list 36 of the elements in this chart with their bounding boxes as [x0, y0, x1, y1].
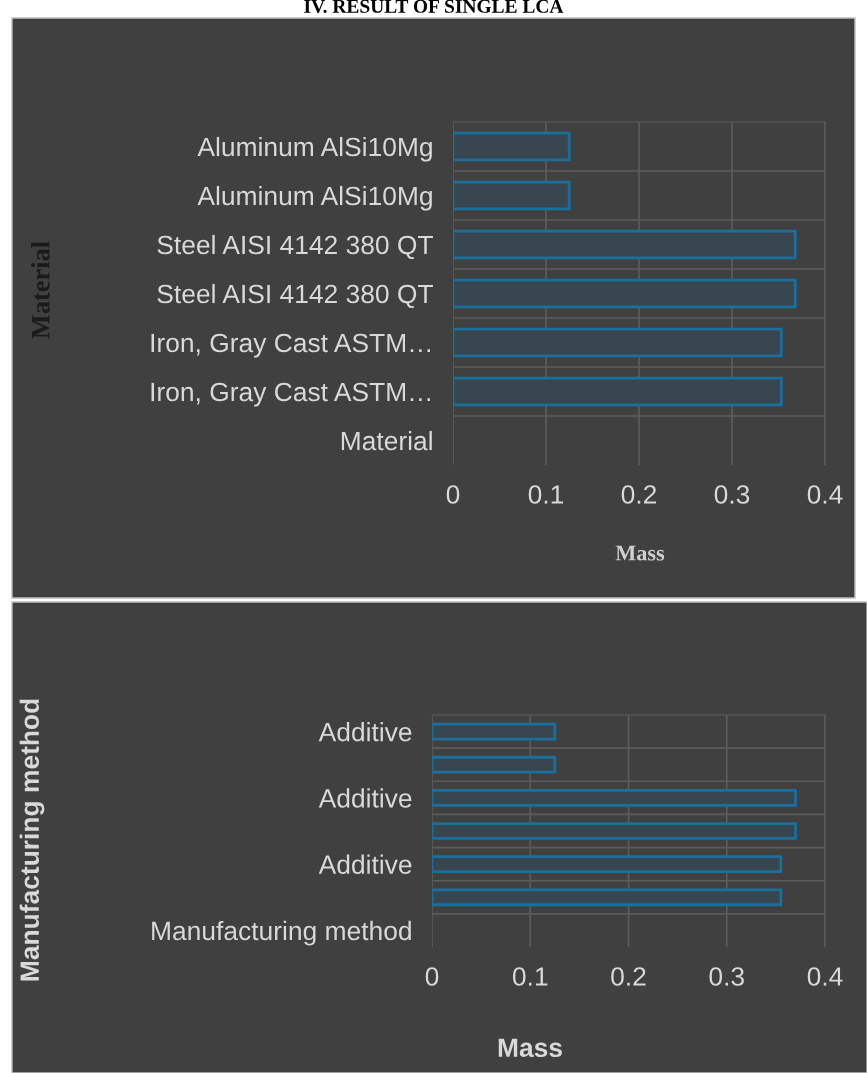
bar — [432, 722, 557, 741]
y-tick-label: Iron, Gray Cast ASTM… — [151, 333, 430, 358]
bar — [432, 822, 797, 840]
y-tick-label: Additive — [318, 788, 412, 808]
chart-title: IV. RESULT OF SINGLE LCA — [304, 0, 564, 13]
x-tick-label: 0.3 — [709, 967, 744, 986]
y-tick-label: Steel AISI 4142 380 QT — [157, 283, 433, 309]
y-tick-label: Aluminum AlSi10Mg — [197, 185, 432, 211]
x-tick-label: 0.1 — [512, 967, 548, 986]
x-axis-title: Mass — [615, 545, 665, 561]
x-tick-label: 0.3 — [714, 485, 750, 504]
y-tick-label: Steel AISI 4142 380 QT — [157, 234, 433, 260]
x-tick-label: 0.1 — [528, 485, 564, 504]
x-tick-label: 0.2 — [611, 967, 646, 986]
bar — [432, 755, 557, 774]
x-tick-label: 0.4 — [807, 967, 843, 986]
bar — [453, 278, 797, 309]
bar — [453, 327, 783, 358]
x-tick-label: 0.4 — [807, 485, 843, 504]
x-axis-title: Mass — [498, 1038, 562, 1058]
bar — [432, 789, 797, 807]
y-tick-label: Additive — [318, 722, 412, 742]
x-tick-label: 0 — [446, 485, 460, 504]
y-tick-label: Iron, Gray Cast ASTM… — [151, 382, 430, 407]
y-tick-label: Manufacturing method — [152, 920, 411, 946]
bar — [453, 180, 571, 211]
y-tick-label: Material — [341, 430, 432, 451]
y-tick-label: Aluminum AlSi10Mg — [197, 136, 432, 162]
x-tick-label: 0 — [425, 967, 439, 986]
x-tick-label: 0.2 — [621, 485, 657, 504]
bar — [432, 888, 783, 907]
bar — [453, 229, 797, 260]
bar — [453, 376, 783, 407]
y-tick-label: Additive — [318, 854, 412, 874]
bar — [453, 131, 571, 162]
bar — [432, 855, 783, 873]
